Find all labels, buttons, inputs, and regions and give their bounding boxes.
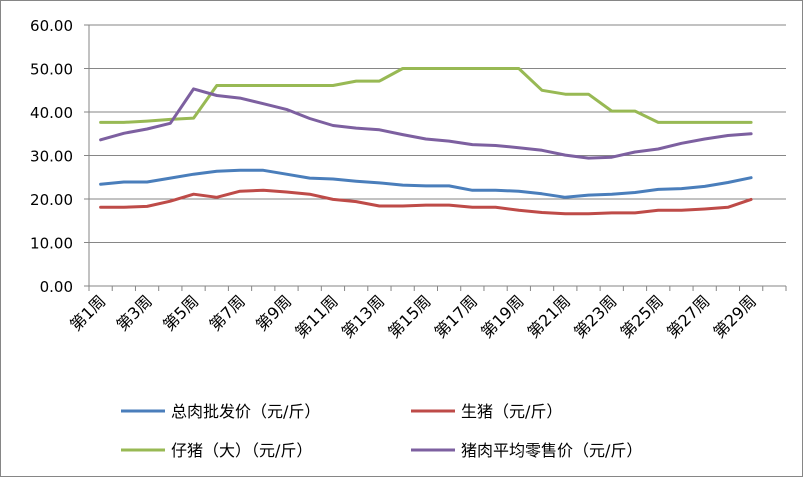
x-tick-label: 第27周	[663, 291, 713, 341]
y-tick-label: 0.00	[40, 278, 73, 296]
x-tick-label: 第17周	[431, 291, 481, 341]
x-tick-label: 第3周	[113, 291, 156, 334]
y-tick-labels: 0.00 10.00 20.00 30.00 40.00 50.00 60.00	[30, 17, 73, 296]
x-tick-label: 第23周	[570, 291, 620, 341]
y-tick-label: 40.00	[30, 104, 73, 122]
x-tick-label: 第5周	[159, 291, 202, 334]
legend-label: 总肉批发价（元/斤）	[171, 402, 320, 421]
series-line-1	[99, 168, 753, 199]
legend-label: 仔猪（大）（元/斤）	[171, 441, 312, 460]
series-lines	[99, 67, 753, 216]
x-tick-label: 第1周	[66, 291, 109, 334]
x-tick-label: 第19周	[477, 291, 527, 341]
y-tick-label: 60.00	[30, 17, 73, 35]
legend-label: 生猪（元/斤）	[461, 402, 562, 421]
x-tick-label: 第25周	[617, 291, 667, 341]
x-tick-label: 第11周	[291, 291, 341, 341]
x-tick-label: 第15周	[384, 291, 434, 341]
y-tick-label: 50.00	[30, 61, 73, 79]
y-tick-label: 10.00	[30, 235, 73, 253]
x-tick-label: 第29周	[710, 291, 760, 341]
series-line-2	[99, 188, 753, 216]
y-tick-label: 30.00	[30, 148, 73, 166]
axes	[84, 24, 787, 291]
legend-label: 猪肉平均零售价（元/斤）	[461, 441, 642, 460]
x-tick-label: 第7周	[206, 291, 249, 334]
series-line-4	[99, 87, 753, 160]
x-tick-label: 第21周	[524, 291, 574, 341]
x-tick-label: 第9周	[252, 291, 295, 334]
x-tick-label: 第13周	[338, 291, 388, 341]
legend: 总肉批发价（元/斤） 生猪（元/斤） 仔猪（大）（元/斤） 猪肉平均零售价（元/斤）	[121, 402, 642, 460]
y-tick-label: 20.00	[30, 191, 73, 209]
series-line-3	[99, 67, 753, 124]
x-tick-labels: 第1周 第3周 第5周 第7周 第9周第11周第13周第15周第17周第19周第21周第…	[66, 291, 760, 341]
